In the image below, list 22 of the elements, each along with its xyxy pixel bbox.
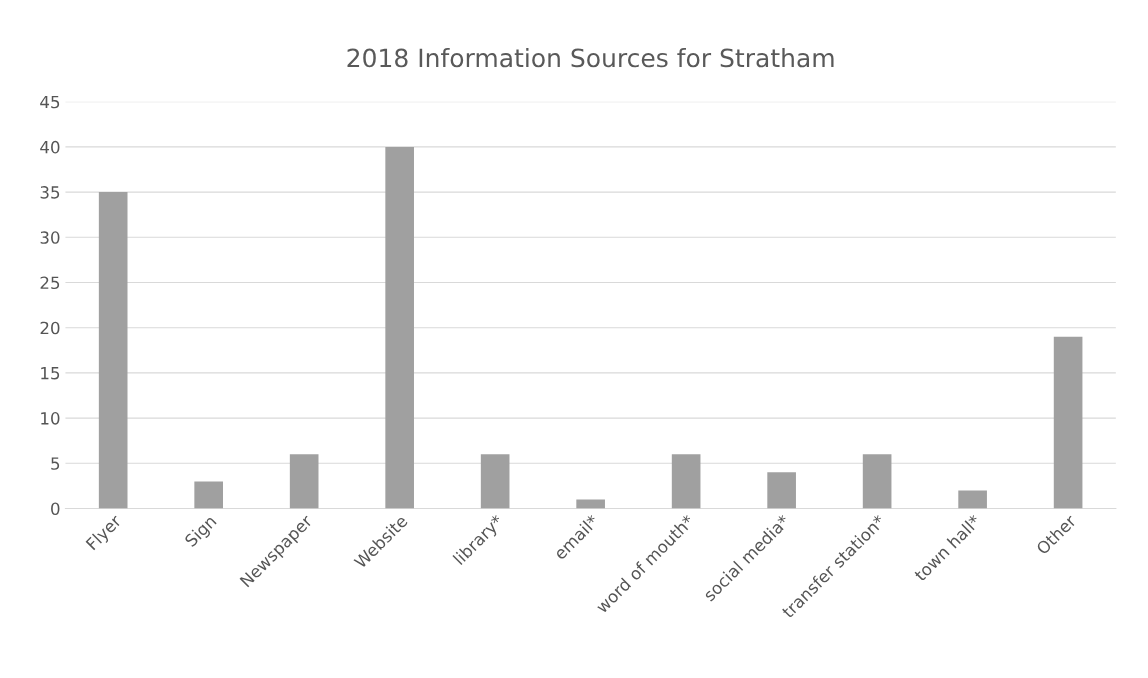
bar [671, 454, 701, 509]
chart-title: 2018 Information Sources for Stratham [347, 47, 834, 68]
bar [194, 481, 223, 509]
y-tick-label: 30 [40, 231, 60, 244]
y-tick-label: 5 [51, 457, 60, 470]
bar [289, 454, 319, 509]
bar [98, 192, 128, 509]
bar [576, 499, 605, 509]
y-tick-label: 35 [40, 186, 60, 199]
bar [1053, 336, 1083, 509]
y-tick-label: 0 [51, 502, 60, 516]
bar [862, 454, 892, 509]
y-tick-label: 25 [40, 276, 60, 290]
y-tick-label: 45 [40, 95, 60, 109]
bar [385, 146, 414, 509]
y-tick-label: 40 [40, 140, 60, 154]
y-tick-label: 15 [41, 367, 60, 380]
bar [767, 472, 796, 509]
y-tick-label: 10 [41, 412, 60, 425]
bar [958, 490, 987, 509]
bar [480, 454, 510, 509]
y-tick-label: 20 [40, 321, 60, 335]
